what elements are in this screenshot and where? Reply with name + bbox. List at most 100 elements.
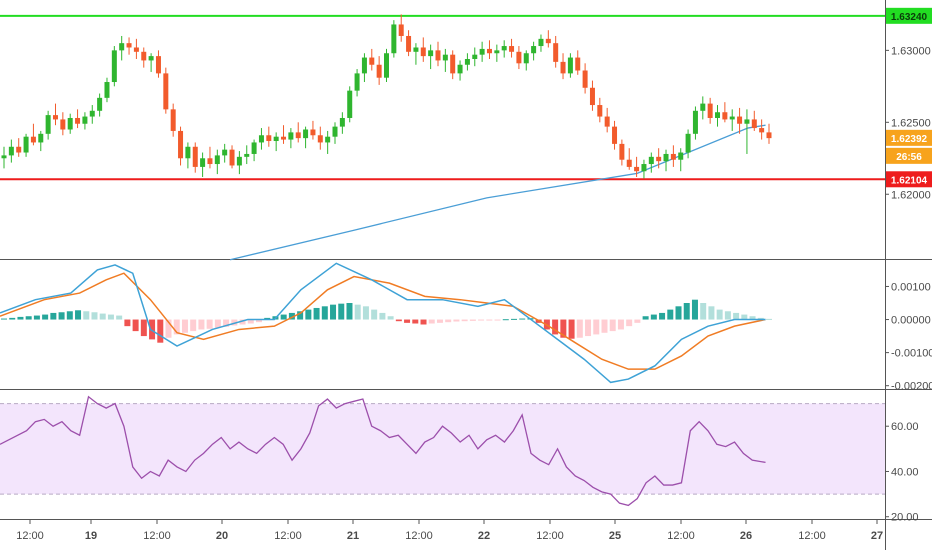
macd-histogram-bar xyxy=(626,319,633,327)
candle-body xyxy=(339,117,345,127)
macd-histogram-bar xyxy=(576,319,583,338)
macd-histogram-bar xyxy=(445,319,452,323)
candle-body xyxy=(538,38,544,47)
candle-body xyxy=(692,110,698,134)
time-tick-label: 25 xyxy=(609,530,621,542)
macd-histogram-bar xyxy=(173,319,180,335)
candle-body xyxy=(634,166,640,172)
candle-body xyxy=(656,156,662,162)
candle-body xyxy=(707,103,713,118)
macd-histogram-bar xyxy=(231,319,238,326)
macd-histogram-bar xyxy=(757,317,764,320)
candle-body xyxy=(45,115,51,134)
candle-body xyxy=(509,46,515,52)
macd-histogram-bar xyxy=(321,306,328,320)
candle-body xyxy=(310,129,316,136)
macd-histogram-bar xyxy=(181,319,188,333)
candle-body xyxy=(16,146,22,153)
macd-histogram-bar xyxy=(42,314,49,320)
candle-body xyxy=(148,56,154,61)
time-tick-label: 22 xyxy=(478,530,490,542)
macd-histogram-bar xyxy=(700,303,707,320)
macd-histogram-bar xyxy=(453,319,460,322)
candle-body xyxy=(104,82,110,98)
rsi-band xyxy=(0,403,885,495)
macd-histogram-bar xyxy=(198,319,205,330)
candle-body xyxy=(1,155,7,159)
time-tick-label: 21 xyxy=(347,530,359,542)
macd-histogram-bar xyxy=(50,312,57,320)
macd-histogram-bar xyxy=(149,319,156,340)
macd-histogram-bar xyxy=(609,319,616,332)
candle-body xyxy=(229,149,235,166)
candle-body xyxy=(52,115,58,120)
macd-histogram-bar xyxy=(264,317,271,320)
macd-line xyxy=(0,262,766,384)
candle-body xyxy=(567,57,573,74)
macd-histogram-bar xyxy=(9,317,16,320)
candle-body xyxy=(30,136,36,143)
candle-body xyxy=(751,119,757,129)
macd-signal-line xyxy=(0,272,766,370)
candle-body xyxy=(582,70,588,88)
candle-body xyxy=(737,116,743,124)
candle-body xyxy=(361,57,367,74)
candle-body xyxy=(472,54,478,59)
macd-histogram-bar xyxy=(478,319,485,321)
candle-body xyxy=(766,132,772,139)
candle-body xyxy=(119,43,125,51)
candle-body xyxy=(678,152,684,160)
candle-body xyxy=(332,126,338,137)
time-tick-label: 27 xyxy=(871,530,883,542)
macd-histogram-bar xyxy=(395,319,402,322)
macd-histogram-bar xyxy=(749,316,756,320)
price-tag-label: 1.63240 xyxy=(891,12,928,23)
macd-histogram-bar xyxy=(132,319,139,332)
macd-histogram-bar xyxy=(494,319,501,321)
time-tick-label: 12:00 xyxy=(274,530,302,542)
macd-histogram-bar xyxy=(58,312,65,320)
candle-body xyxy=(700,103,706,111)
macd-histogram-bar xyxy=(280,314,287,320)
candle-body xyxy=(516,51,522,64)
candle-body xyxy=(575,57,581,71)
candle-body xyxy=(715,112,721,118)
candle-body xyxy=(523,53,529,64)
time-tick-label: 20 xyxy=(216,530,228,542)
candle-body xyxy=(722,112,728,120)
candle-body xyxy=(133,47,139,52)
candle-body xyxy=(126,43,132,48)
candle-body xyxy=(729,116,735,120)
candle-body xyxy=(82,116,88,124)
time-tick-label: 26 xyxy=(740,530,752,542)
macd-histogram-bar xyxy=(99,313,106,320)
candle-body xyxy=(258,135,264,143)
price-tag-label: 26:56 xyxy=(896,152,922,163)
time-tick-label: 12:00 xyxy=(667,530,695,542)
macd-histogram-bar xyxy=(305,309,312,320)
candle-body xyxy=(597,105,603,117)
macd-histogram-bar xyxy=(140,319,147,337)
macd-histogram-bar xyxy=(601,319,608,333)
macd-histogram-bar xyxy=(17,316,24,320)
candle-body xyxy=(185,146,191,159)
candle-body xyxy=(236,156,242,166)
candle-body xyxy=(60,119,66,130)
macd-tick-label: 0.00000 xyxy=(891,315,931,327)
macd-histogram-bar xyxy=(239,319,246,325)
macd-histogram-bar xyxy=(519,318,526,320)
candle-body xyxy=(685,133,691,153)
macd-histogram-bar xyxy=(190,319,197,332)
time-tick-label: 12:00 xyxy=(405,530,433,542)
macd-histogram-bar xyxy=(124,319,131,327)
candle-body xyxy=(192,146,198,167)
candle-body xyxy=(479,48,485,55)
price-tag xyxy=(886,171,932,188)
macd-histogram-bar xyxy=(593,319,600,335)
macd-tick-label: -0.00200 xyxy=(891,381,932,393)
macd-histogram-bar xyxy=(371,309,378,320)
macd-tick-label: -0.00100 xyxy=(891,348,932,360)
macd-histogram-bar xyxy=(354,304,361,320)
